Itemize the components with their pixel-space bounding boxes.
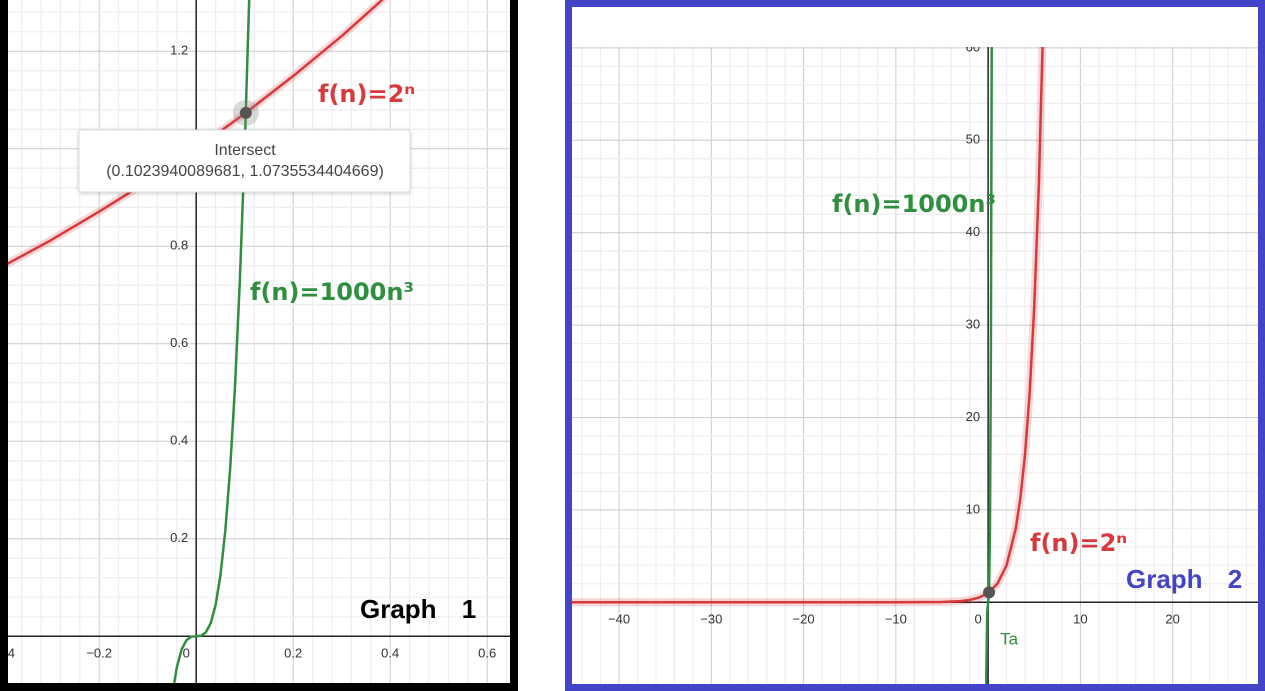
tooltip-coords: (0.1023940089681, 1.0735534404669): [106, 163, 384, 180]
y-tick-label: 10: [966, 501, 980, 516]
y-tick-label: 0.2: [170, 530, 188, 545]
x-tick-label: −10: [885, 612, 907, 627]
graph: −0.4−0.200.20.40.60.20.40.60.811.2: [0, 0, 510, 683]
point: [983, 586, 996, 599]
x-tick-label: 20: [1165, 612, 1179, 627]
curve-label: f(n)=2ⁿ: [318, 80, 415, 108]
tooltip-title: Intersect: [214, 142, 276, 159]
x-tick-label: −20: [793, 612, 815, 627]
graph-title: Graph 1: [360, 594, 476, 624]
x-tick-label: 0: [975, 612, 982, 627]
curve: [572, 47, 1044, 604]
y-tick-label: 50: [966, 132, 980, 147]
x-tick-label: 0.4: [381, 646, 399, 661]
x-tick-label: −0.4: [0, 646, 15, 661]
x-tick-label: 0.2: [284, 646, 302, 661]
curve-label: f(n)=2ⁿ: [1030, 529, 1127, 557]
curve-label: f(n)=1000n³: [250, 278, 414, 306]
y-tick-label: 0.8: [170, 238, 188, 253]
x-tick-label: −0.2: [86, 646, 112, 661]
panel-bg: [8, 0, 510, 683]
y-tick-label: 1.2: [170, 43, 188, 58]
curve: [172, 0, 251, 683]
x-tick-label: 0.6: [478, 646, 496, 661]
x-tick-label: 10: [1073, 612, 1087, 627]
graph: −40 −30 −20 −10 0 10 20 10 20 30 40 50 60 Ta: [572, 39, 1258, 684]
x-tick-label: −30: [700, 612, 722, 627]
y-tick-label: 0.6: [170, 335, 188, 350]
intersect-point: [239, 106, 252, 119]
axis-note: Ta: [1000, 630, 1019, 649]
y-tick-label: 0.4: [170, 433, 188, 448]
tooltip: [78, 129, 411, 193]
graph-title: Graph 2: [1126, 564, 1242, 594]
x-tick-label: −40: [608, 612, 630, 627]
y-tick-label: 30: [966, 317, 980, 332]
x-tick-label: 0: [183, 646, 190, 661]
y-tick-label: 60: [966, 39, 980, 54]
curve-label: f(n)=1000n³: [832, 190, 996, 218]
panel-bg: [572, 7, 1258, 684]
curve: [8, 0, 384, 265]
y-tick-label: 20: [966, 409, 980, 424]
y-tick-label: 40: [966, 224, 980, 239]
